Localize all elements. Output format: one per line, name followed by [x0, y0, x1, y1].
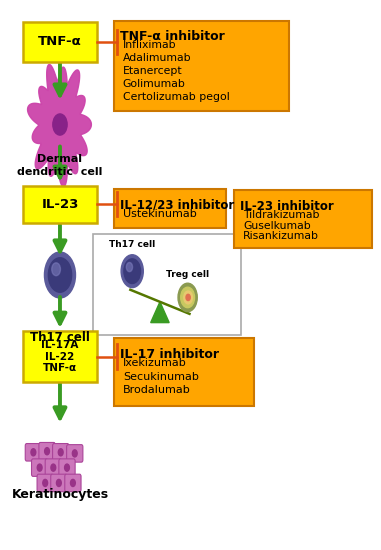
Circle shape — [31, 449, 36, 456]
Text: Etanercept: Etanercept — [123, 66, 182, 76]
FancyBboxPatch shape — [23, 22, 97, 62]
Circle shape — [58, 449, 63, 456]
Text: Risankizumab: Risankizumab — [243, 232, 319, 241]
Text: Secukinumab: Secukinumab — [123, 372, 199, 382]
Circle shape — [70, 480, 75, 487]
Circle shape — [37, 464, 42, 471]
Text: IL-17A
IL-22
TNF-α: IL-17A IL-22 TNF-α — [41, 340, 78, 373]
Circle shape — [181, 287, 195, 307]
Text: Brodalumab: Brodalumab — [123, 386, 190, 395]
Text: IL-23 inhibitor: IL-23 inhibitor — [240, 200, 334, 213]
Circle shape — [45, 252, 75, 298]
Circle shape — [121, 255, 143, 288]
Text: Golimumab: Golimumab — [123, 79, 186, 89]
Circle shape — [124, 259, 141, 283]
Text: Th17 cell: Th17 cell — [109, 240, 155, 249]
Text: IL-12/23 inhibitor: IL-12/23 inhibitor — [120, 199, 234, 212]
Text: Dermal
dendritic  cell: Dermal dendritic cell — [17, 155, 102, 177]
FancyBboxPatch shape — [32, 459, 48, 476]
FancyBboxPatch shape — [114, 20, 289, 111]
Circle shape — [178, 283, 197, 312]
FancyBboxPatch shape — [23, 186, 97, 223]
Text: Infliximab: Infliximab — [123, 40, 176, 50]
FancyBboxPatch shape — [37, 474, 53, 492]
FancyBboxPatch shape — [45, 459, 61, 476]
FancyBboxPatch shape — [114, 338, 254, 406]
Circle shape — [52, 263, 61, 276]
Text: TNF-α inhibitor: TNF-α inhibitor — [120, 30, 224, 43]
Text: Treg cell: Treg cell — [166, 270, 209, 279]
Text: Ixekizumab: Ixekizumab — [123, 358, 187, 367]
Polygon shape — [151, 302, 169, 323]
Circle shape — [126, 262, 133, 272]
Circle shape — [186, 294, 190, 300]
FancyBboxPatch shape — [65, 474, 81, 492]
Circle shape — [48, 258, 72, 292]
Text: Certolizumab pegol: Certolizumab pegol — [123, 92, 229, 102]
Text: Tildrakizumab: Tildrakizumab — [243, 210, 319, 220]
Circle shape — [65, 464, 69, 471]
Circle shape — [53, 114, 67, 135]
FancyBboxPatch shape — [67, 444, 83, 462]
FancyBboxPatch shape — [59, 459, 75, 476]
Circle shape — [51, 464, 56, 471]
Text: Keratinocytes: Keratinocytes — [11, 488, 109, 502]
FancyBboxPatch shape — [114, 189, 226, 228]
Text: Th17 cell: Th17 cell — [30, 332, 90, 344]
Text: TNF-α: TNF-α — [38, 35, 82, 48]
Text: Ustekinumab: Ustekinumab — [123, 209, 197, 219]
Text: IL-17 inhibitor: IL-17 inhibitor — [120, 348, 219, 361]
Circle shape — [56, 480, 61, 487]
Circle shape — [184, 291, 192, 304]
Polygon shape — [27, 64, 91, 187]
Circle shape — [45, 448, 50, 455]
FancyBboxPatch shape — [23, 331, 97, 382]
Text: IL-23: IL-23 — [41, 198, 78, 211]
Text: Guselkumab: Guselkumab — [243, 221, 311, 230]
FancyBboxPatch shape — [93, 234, 241, 335]
FancyBboxPatch shape — [51, 474, 67, 492]
FancyBboxPatch shape — [25, 443, 42, 461]
Circle shape — [72, 450, 77, 457]
FancyBboxPatch shape — [234, 190, 372, 248]
FancyBboxPatch shape — [39, 442, 55, 460]
FancyBboxPatch shape — [53, 443, 69, 461]
Circle shape — [43, 480, 48, 487]
Text: Adalimumab: Adalimumab — [123, 53, 191, 63]
